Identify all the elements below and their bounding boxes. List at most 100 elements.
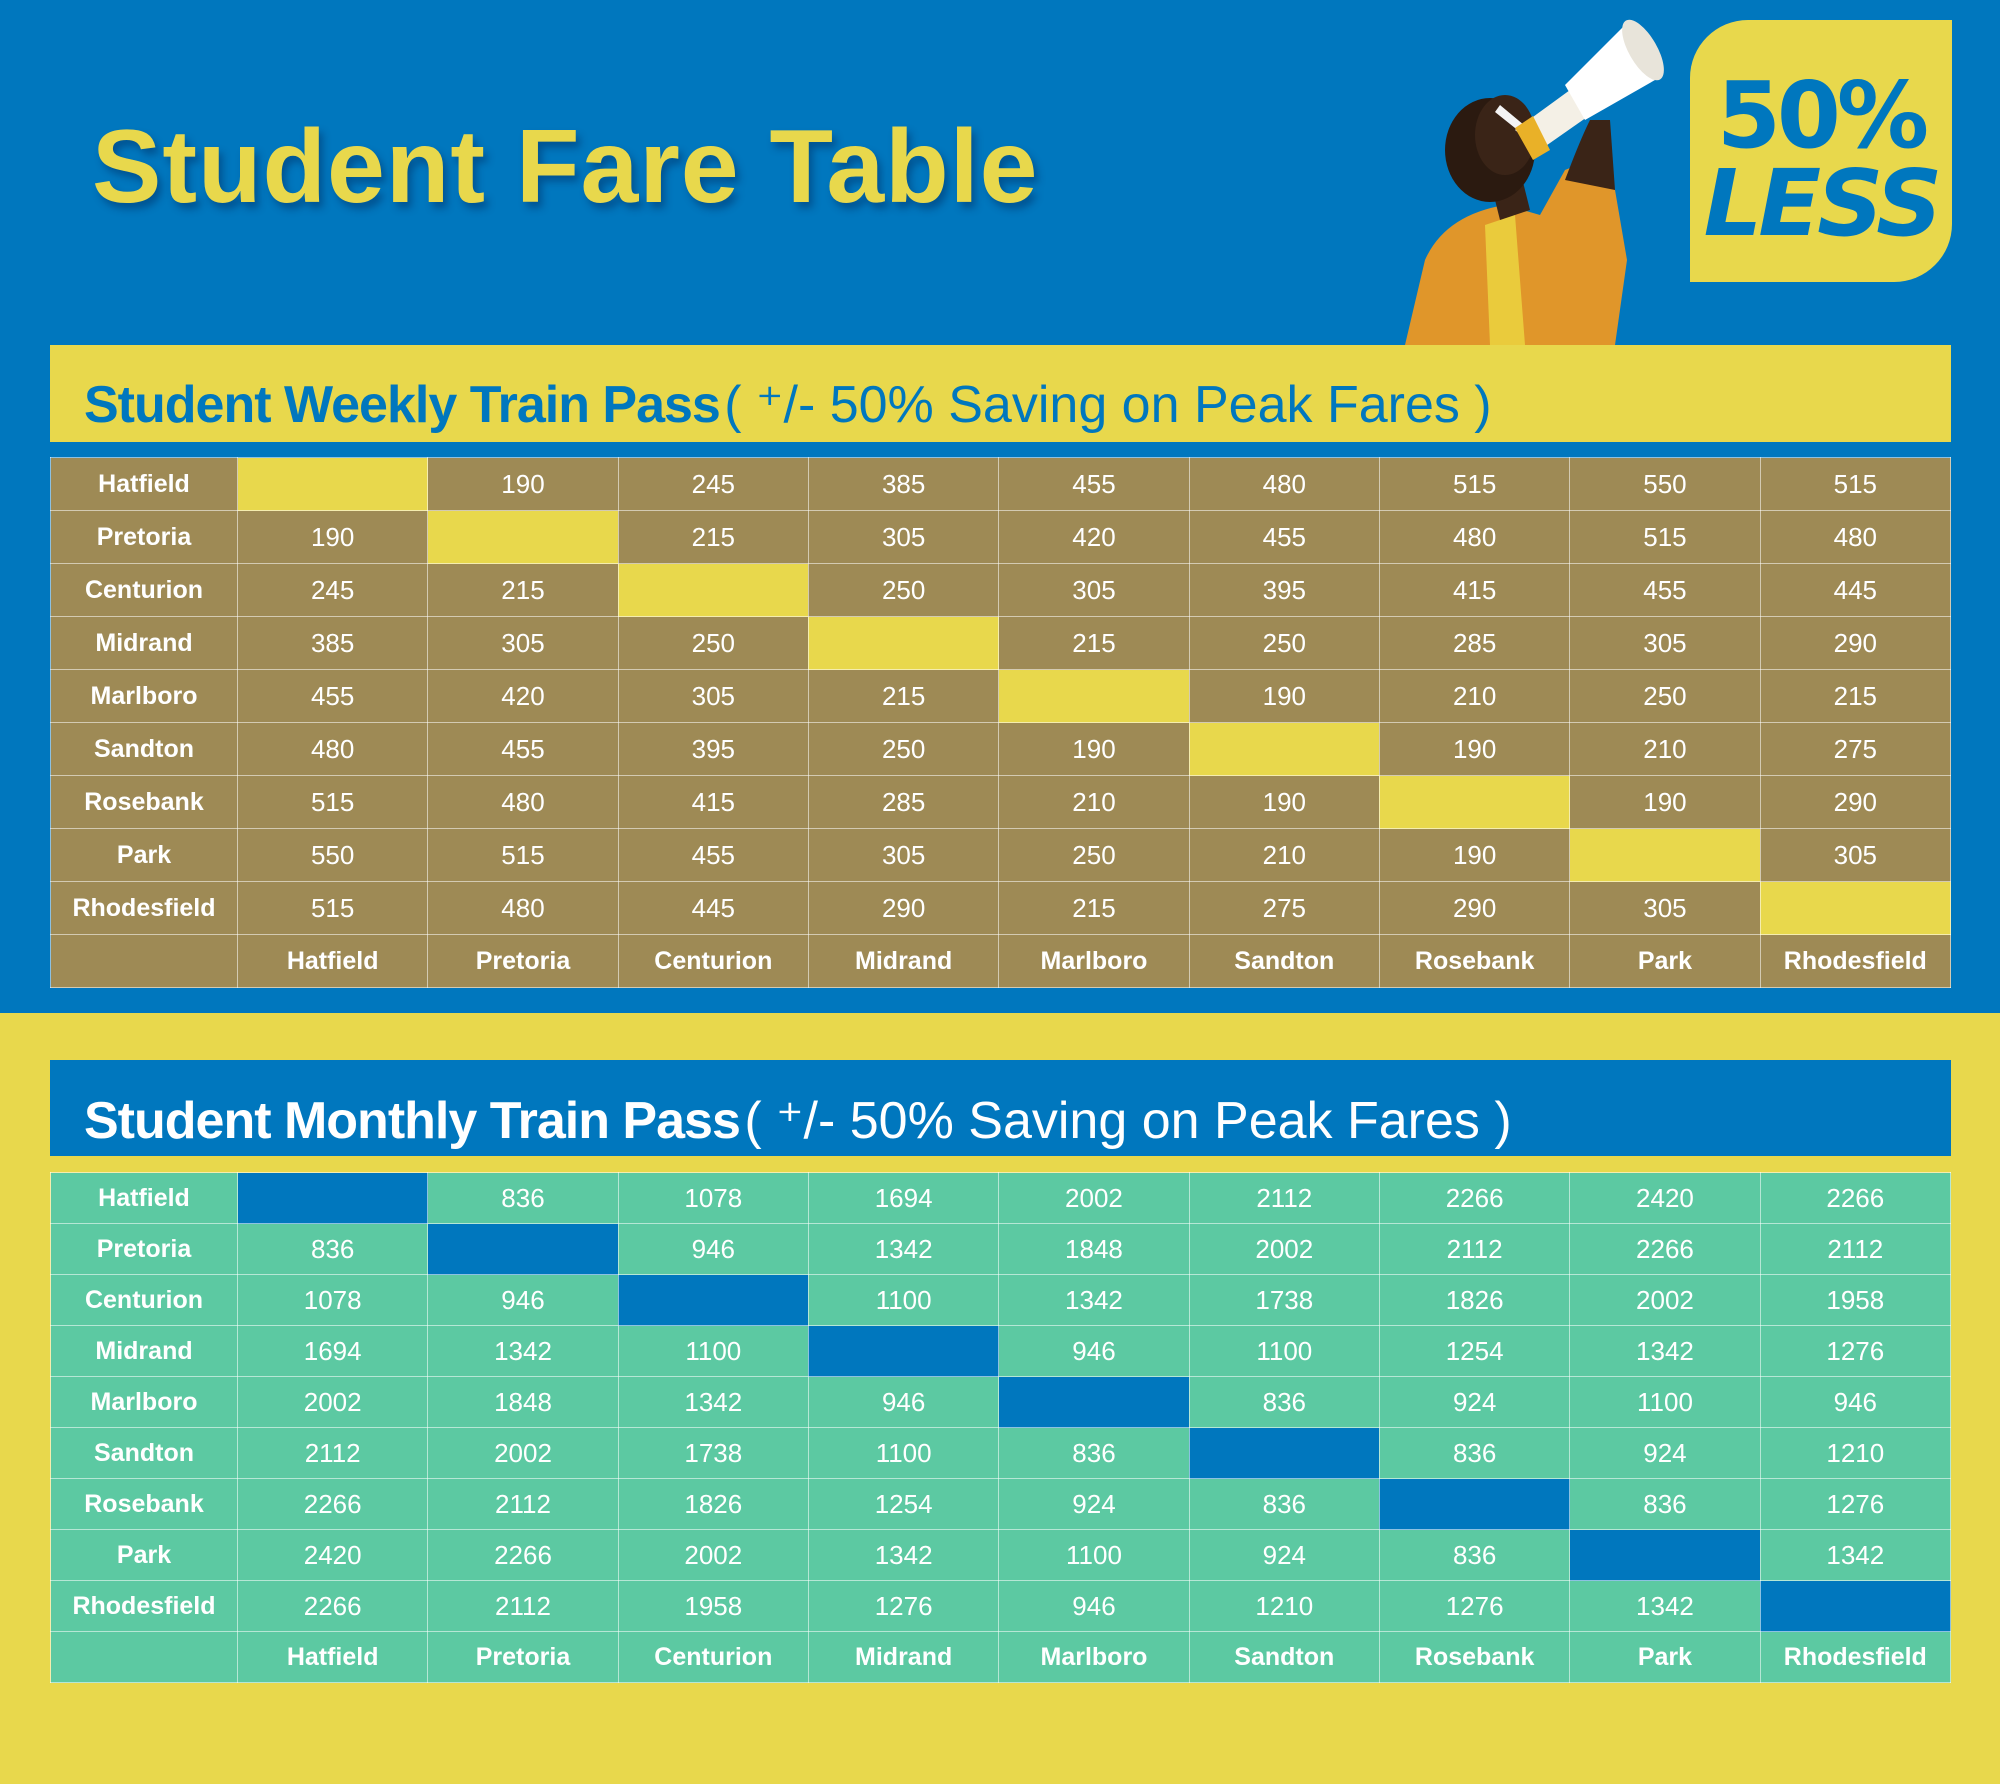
table-row: Marlboro 2002 1848 1342 946 836 924 1100 946 (50, 1376, 1952, 1428)
fare-cell: 445 (1759, 563, 1952, 617)
fare-cell: 445 (617, 881, 809, 935)
diagonal-empty-cell (617, 563, 809, 617)
fare-cell: 1210 (1759, 1427, 1952, 1479)
megaphone-person-illustration (1405, 19, 1664, 345)
fare-cell: 1276 (807, 1580, 1000, 1632)
fare-cell: 275 (1188, 881, 1380, 935)
fare-cell: 1342 (807, 1529, 1000, 1581)
column-header-station: Midrand (807, 1631, 1000, 1683)
row-header-station: Pretoria (50, 1223, 238, 1275)
row-header-station: Midrand (50, 1325, 238, 1377)
diagonal-empty-cell (807, 1325, 1000, 1377)
row-header-station: Centurion (50, 1274, 238, 1326)
fare-cell: 215 (998, 616, 1190, 670)
fare-cell: 2266 (427, 1529, 619, 1581)
fare-cell: 1826 (1378, 1274, 1571, 1326)
fare-cell: 480 (236, 722, 429, 776)
fare-cell: 385 (807, 457, 1000, 511)
fare-cell: 210 (1569, 722, 1761, 776)
fare-cell: 455 (1569, 563, 1761, 617)
column-header-station: Marlboro (998, 934, 1190, 988)
fare-cell: 2266 (236, 1478, 429, 1530)
column-header-station: Centurion (617, 1631, 809, 1683)
page-title: Student Fare Table (92, 109, 1039, 225)
fare-cell: 946 (617, 1223, 809, 1275)
fare-cell: 305 (1569, 616, 1761, 670)
row-header-station: Pretoria (50, 510, 238, 564)
fare-cell: 250 (998, 828, 1190, 882)
fare-cell: 1342 (1569, 1580, 1761, 1632)
fare-cell: 455 (236, 669, 429, 723)
fare-cell: 1276 (1378, 1580, 1571, 1632)
column-header-row: Hatfield Pretoria Centurion Midrand Marlboro… (50, 934, 1952, 988)
fare-cell: 250 (807, 563, 1000, 617)
fare-cell: 250 (617, 616, 809, 670)
fare-cell: 480 (427, 775, 619, 829)
column-header-station: Park (1569, 1631, 1761, 1683)
fare-cell: 305 (998, 563, 1190, 617)
fare-cell: 215 (1759, 669, 1952, 723)
fare-cell: 190 (1378, 828, 1571, 882)
row-header-station: Rosebank (50, 775, 238, 829)
column-header-station: Centurion (617, 934, 809, 988)
fare-cell: 1210 (1188, 1580, 1380, 1632)
fare-cell: 385 (236, 616, 429, 670)
fare-cell: 305 (807, 828, 1000, 882)
diagonal-empty-cell (236, 1172, 429, 1224)
table-row: Hatfield 190 245 385 455 480 515 550 515 (50, 457, 1952, 511)
row-header-station: Marlboro (50, 1376, 238, 1428)
badge-percent: 50% (1716, 62, 1929, 169)
row-header-station: Rhodesfield (50, 1580, 238, 1632)
fare-cell: 2266 (236, 1580, 429, 1632)
fare-cell: 1078 (617, 1172, 809, 1224)
table-row: Pretoria 836 946 1342 1848 2002 2112 2266 2112 (50, 1223, 1952, 1275)
discount-badge: 50% LESS (1690, 20, 1952, 282)
fare-cell: 285 (807, 775, 1000, 829)
fare-cell: 1254 (807, 1478, 1000, 1530)
diagonal-empty-cell (427, 510, 619, 564)
fare-cell: 2420 (236, 1529, 429, 1581)
table-row: Rosebank 2266 2112 1826 1254 924 836 836 1276 (50, 1478, 1952, 1530)
fare-cell: 1694 (807, 1172, 1000, 1224)
fare-cell: 2420 (1569, 1172, 1761, 1224)
diagonal-empty-cell (617, 1274, 809, 1326)
fare-cell: 946 (1759, 1376, 1952, 1428)
fare-cell: 836 (427, 1172, 619, 1224)
table-row: Hatfield 836 1078 1694 2002 2112 2266 2420 2266 (50, 1172, 1952, 1224)
column-header-station: Rosebank (1378, 1631, 1571, 1683)
diagonal-empty-cell (1569, 828, 1761, 882)
column-header-station: Midrand (807, 934, 1000, 988)
fare-cell: 1100 (1569, 1376, 1761, 1428)
table-row: Sandton 480 455 395 250 190 190 210 275 (50, 722, 1952, 776)
fare-cell: 1342 (1759, 1529, 1952, 1581)
megaphone-icon (1515, 19, 1664, 160)
table-row: Park 550 515 455 305 250 210 190 305 (50, 828, 1952, 882)
fare-cell: 245 (617, 457, 809, 511)
fare-cell: 2002 (427, 1427, 619, 1479)
fare-cell: 420 (998, 510, 1190, 564)
fare-cell: 480 (427, 881, 619, 935)
fare-cell: 290 (1759, 775, 1952, 829)
fare-cell: 395 (617, 722, 809, 776)
fare-cell: 415 (1378, 563, 1571, 617)
row-header-station: Rhodesfield (50, 881, 238, 935)
fare-cell: 2112 (236, 1427, 429, 1479)
fare-cell: 515 (236, 775, 429, 829)
fare-cell: 1100 (807, 1274, 1000, 1326)
row-header-station: Sandton (50, 1427, 238, 1479)
row-header-station: Marlboro (50, 669, 238, 723)
fare-cell: 836 (1569, 1478, 1761, 1530)
fare-cell: 250 (807, 722, 1000, 776)
fare-cell: 210 (1188, 828, 1380, 882)
diagonal-empty-cell (1188, 1427, 1380, 1479)
fare-cell: 2112 (1378, 1223, 1571, 1275)
fare-cell: 455 (998, 457, 1190, 511)
fare-cell: 1078 (236, 1274, 429, 1326)
table-row: Rhodesfield 2266 2112 1958 1276 946 1210 1276 13… (50, 1580, 1952, 1632)
fare-cell: 275 (1759, 722, 1952, 776)
fare-cell: 515 (236, 881, 429, 935)
row-header-station: Centurion (50, 563, 238, 617)
diagonal-empty-cell (1759, 881, 1952, 935)
row-header-station: Park (50, 1529, 238, 1581)
fare-cell: 480 (1759, 510, 1952, 564)
